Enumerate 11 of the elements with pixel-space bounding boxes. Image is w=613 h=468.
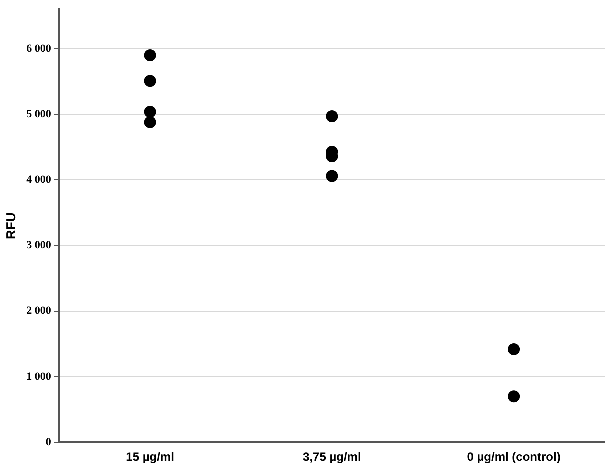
y-axis-title: RFU bbox=[3, 212, 18, 240]
x-tick-label: 15 µg/ml bbox=[126, 450, 174, 464]
y-tick-label: 4 000 bbox=[26, 174, 52, 186]
x-tick-label: 3,75 µg/ml bbox=[303, 450, 362, 464]
y-tick-label: 0 bbox=[46, 436, 52, 448]
y-tick-label: 1 000 bbox=[26, 370, 52, 383]
y-tick-label: 5 000 bbox=[26, 108, 52, 120]
y-tick-label: 6 000 bbox=[26, 42, 52, 55]
y-tick-label: 2 000 bbox=[26, 305, 52, 318]
x-tick-label: 0 µg/ml (control) bbox=[467, 450, 561, 464]
y-tick-label: 3 000 bbox=[26, 240, 52, 252]
